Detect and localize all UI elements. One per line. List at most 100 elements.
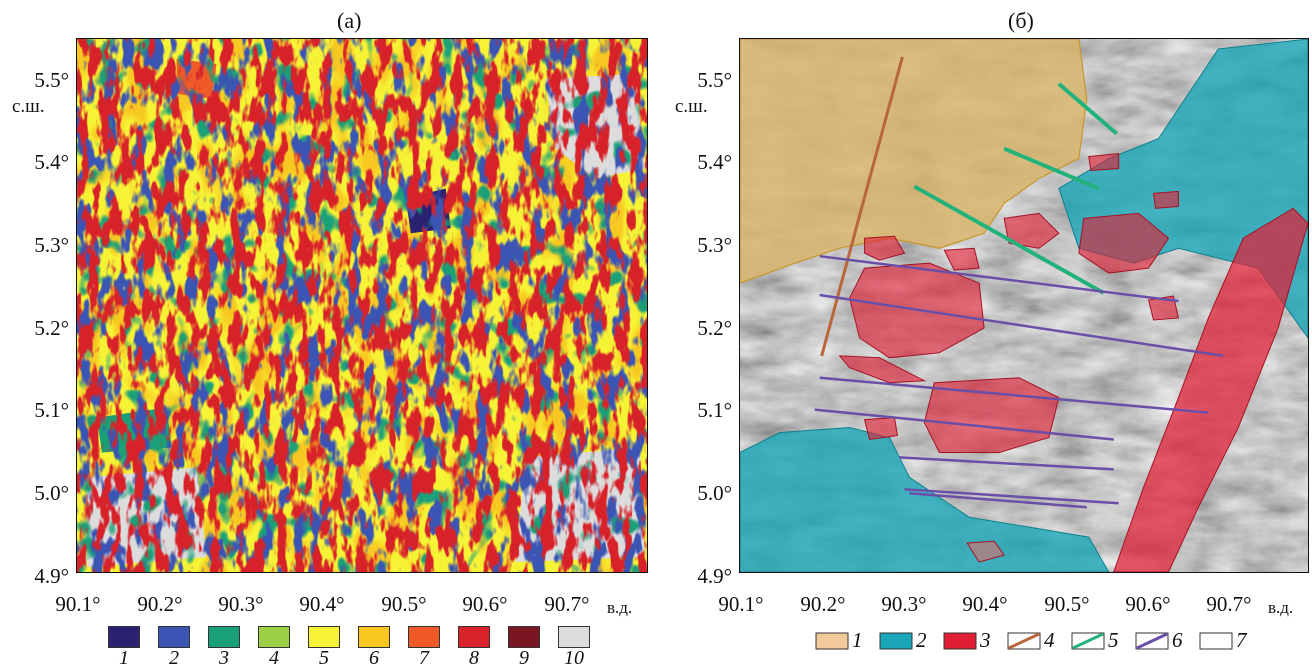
legend-b-label-1: 1 [852,628,863,652]
x-unit-a: в.д. [607,598,633,617]
legend-a-swatch-3 [208,626,240,648]
legend-b-item-2: 2 [879,630,927,651]
unit-3-body-11 [863,417,899,441]
line-6-e [899,456,1114,471]
unit-1-area [740,39,1088,284]
x-unit-b: в.д. [1268,598,1294,617]
x-label-a-3: 90.3° [218,592,264,616]
y-label-b-3: 5.3° [697,233,732,257]
y-label-a-1: 5.5° [34,68,69,92]
x-label-b-7: 90.7° [1206,592,1252,616]
y-label-a-5: 5.1° [34,398,69,422]
unit-3-body-3 [1078,212,1170,274]
y-label-a-4: 5.2° [34,316,69,340]
x-label-a-1: 90.1° [55,592,101,616]
x-label-b-4: 90.4° [962,592,1008,616]
legend-a-swatch-7 [408,626,440,648]
legend-a-swatch-10 [558,626,590,648]
legend-a-item-6: 6 [358,626,394,668]
line-6-f [904,488,1119,505]
line-6-d [814,408,1114,441]
interpretation-map [739,38,1309,573]
legend-b-item-4: 4 [1007,630,1055,651]
y-label-a-2: 5.4° [34,150,69,174]
legend-b: 1 2 3 4 5 6 7 [815,630,1295,658]
unit-3-body-12 [966,540,1005,563]
y-label-b-6: 5.0° [697,481,732,505]
legend-b-label-3: 3 [980,628,991,652]
legend-a-item-3: 3 [208,626,244,668]
legend-a-label-1: 1 [119,647,129,669]
x-label-b-3: 90.3° [881,592,927,616]
legend-b-swatch-1 [815,632,849,649]
legend-a-item-5: 5 [308,626,344,668]
legend-a-label-6: 6 [369,647,379,669]
unit-3-body-5 [864,235,906,261]
classification-raster [77,39,647,572]
unit-3-body-10 [838,355,927,384]
legend-b-swatch-7 [1199,632,1233,649]
unit-3-body-8 [1152,190,1179,209]
line-6-g [909,492,1087,509]
legend-a-label-10: 10 [564,647,584,669]
legend-a-label-2: 2 [169,647,179,669]
line-5-c [913,184,1105,295]
legend-b-item-5: 5 [1071,630,1119,651]
legend-b-label-4: 4 [1044,628,1055,652]
y-label-b-7: 4.9° [697,564,732,588]
y-unit-b: с.ш. [675,96,708,117]
y-label-b-4: 5.2° [697,316,732,340]
line-4 [820,56,904,357]
legend-a-label-9: 9 [519,647,529,669]
legend-a-item-9: 9 [508,626,544,668]
legend-a-swatch-9 [508,626,540,648]
y-label-b-5: 5.1° [697,398,732,422]
legend-a-swatch-8 [458,626,490,648]
lines-5 [913,82,1118,295]
legend-b-swatch-2 [879,632,913,649]
legend-a-swatch-1 [108,626,140,648]
legend-a-label-4: 4 [269,647,279,669]
panel-a-title: (а) [337,8,362,33]
legend-b-label-2: 2 [916,628,927,652]
y-label-a-6: 5.0° [34,481,69,505]
line-6-c [819,376,1209,414]
legend-a-label-5: 5 [319,647,329,669]
legend-a-label-7: 7 [419,647,429,669]
legend-a: 1 2 3 4 5 6 7 8 9 10 [108,626,608,670]
legend-b-item-7: 7 [1199,630,1247,651]
x-label-a-2: 90.2° [137,592,183,616]
legend-a-item-4: 4 [258,626,294,668]
unit-3-body-9 [1147,295,1180,321]
legend-a-item-7: 7 [408,626,444,668]
legend-b-item-6: 6 [1135,630,1183,651]
lines-6 [814,254,1224,509]
legend-a-swatch-5 [308,626,340,648]
relief-map [740,39,1308,572]
legend-b-label-5: 5 [1108,628,1119,652]
x-label-a-7: 90.7° [544,592,590,616]
legend-b-swatch-3 [943,632,977,649]
x-label-b-1: 90.1° [718,592,764,616]
x-label-a-4: 90.4° [299,592,345,616]
unit-3-belt [1113,207,1308,572]
y-label-b-2: 5.4° [697,150,732,174]
y-label-b-1: 5.5° [697,68,732,92]
x-label-b-2: 90.2° [800,592,846,616]
legend-a-label-3: 3 [219,647,229,669]
legend-b-swatch-5 [1071,632,1105,649]
x-label-b-6: 90.6° [1125,592,1171,616]
line-5-a [1057,82,1118,136]
line-5-b [1003,146,1100,191]
legend-b-label-6: 6 [1172,628,1183,652]
legend-a-item-10: 10 [558,626,594,668]
x-label-b-5: 90.5° [1044,592,1090,616]
legend-a-item-2: 2 [158,626,194,668]
panel-b-title: (б) [1008,8,1034,33]
legend-b-swatch-6 [1135,632,1169,649]
legend-a-swatch-2 [158,626,190,648]
legend-b-label-7: 7 [1236,628,1247,652]
legend-b-swatch-4 [1007,632,1041,649]
legend-a-swatch-4 [258,626,290,648]
legend-b-item-1: 1 [815,630,863,651]
